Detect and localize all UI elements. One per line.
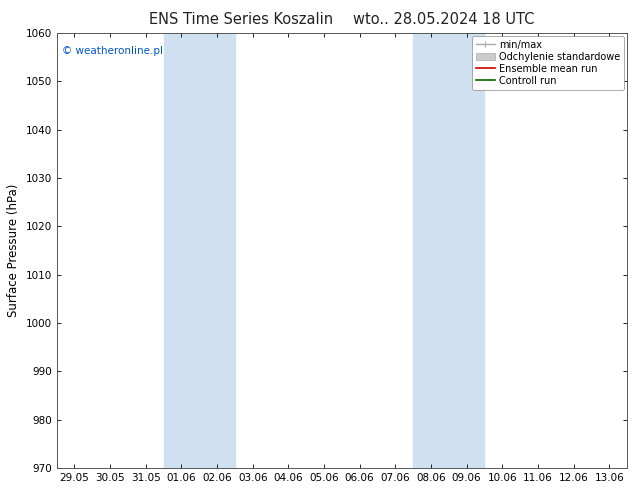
Y-axis label: Surface Pressure (hPa): Surface Pressure (hPa) (7, 184, 20, 318)
Legend: min/max, Odchylenie standardowe, Ensemble mean run, Controll run: min/max, Odchylenie standardowe, Ensembl… (472, 36, 624, 90)
Bar (413, 33, 484, 468)
Text: ENS Time Series Koszalin: ENS Time Series Koszalin (149, 12, 333, 27)
Text: wto.. 28.05.2024 18 UTC: wto.. 28.05.2024 18 UTC (353, 12, 534, 27)
Bar (164, 33, 235, 468)
Text: © weatheronline.pl: © weatheronline.pl (62, 46, 164, 56)
